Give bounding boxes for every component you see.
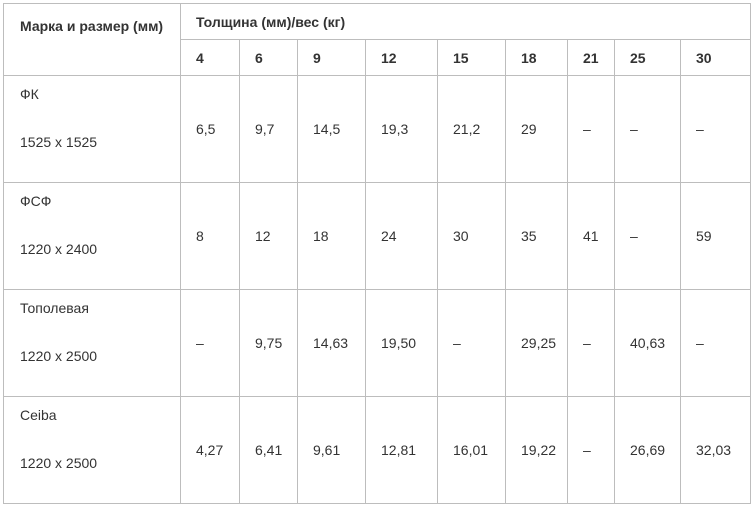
column-header: 4	[180, 39, 240, 76]
weight-cell: 24	[365, 182, 438, 290]
weight-cell: 41	[567, 182, 615, 290]
column-header: 25	[614, 39, 681, 76]
weight-cell: –	[437, 289, 506, 397]
column-header: 6	[239, 39, 298, 76]
table-row: ФК 1525 х 1525 6,5 9,7 14,5 19,3 21,2 29– – –	[3, 75, 752, 183]
weight-cell: 26,69	[614, 396, 681, 504]
weight-cell: 9,7	[239, 75, 298, 183]
weight-cell: 12,81	[365, 396, 438, 504]
brand-name: ФСФ	[20, 193, 52, 209]
weight-cell: 4,27	[180, 396, 240, 504]
weight-cell: 59	[679, 182, 752, 290]
weight-cell: 14,5	[297, 75, 366, 183]
weight-cell: –	[679, 289, 752, 397]
weight-cell: –	[567, 289, 615, 397]
weight-cell: 6,5	[180, 75, 240, 183]
weight-cell: –	[567, 75, 615, 183]
row-header: ФСФ 1220 х 2400	[3, 182, 181, 290]
sheet-size: 1220 х 2500	[20, 348, 98, 364]
corner-header: Марка и размер (мм)	[3, 3, 181, 76]
row-header: Тополевая 1220 х 2500	[3, 289, 181, 397]
weight-cell: –	[679, 75, 752, 183]
weight-cell: –	[614, 75, 681, 183]
weight-cell: 40,63	[614, 289, 681, 397]
weight-cell: 8	[180, 182, 240, 290]
column-header: 18	[505, 39, 568, 76]
weight-cell: 18	[297, 182, 366, 290]
weight-cell: 14,63	[297, 289, 366, 397]
sheet-size: 1220 х 2500	[20, 455, 98, 471]
weight-cell: 21,2	[437, 75, 506, 183]
weight-cell: 30	[437, 182, 506, 290]
column-header: 12	[365, 39, 438, 76]
sheet-size: 1220 х 2400	[20, 241, 98, 257]
weight-cell: –	[567, 396, 615, 504]
brand-name: Ceiba	[20, 407, 57, 423]
table-row: Ceiba 1220 х 2500 4,27 6,41 9,61 12,81 16,01 19…	[3, 396, 752, 504]
weight-cell: 9,75	[239, 289, 298, 397]
weight-cell: –	[180, 289, 240, 397]
table-row: Тополевая 1220 х 2500–9,75 14,63 19,50–29,2…	[3, 289, 752, 397]
brand-name: ФК	[20, 86, 39, 102]
weight-cell: 19,22	[505, 396, 568, 504]
weight-cell: 29,25	[505, 289, 568, 397]
weight-table: Марка и размер (мм) Толщина (мм)/вес (кг…	[3, 3, 752, 504]
weight-cell: 29	[505, 75, 568, 183]
weight-cell: 16,01	[437, 396, 506, 504]
column-header: 30	[679, 39, 752, 76]
brand-name: Тополевая	[20, 300, 89, 316]
weight-cell: 6,41	[239, 396, 298, 504]
weight-cell: 32,03	[679, 396, 752, 504]
weight-cell: 19,50	[365, 289, 438, 397]
table-row: ФСФ 1220 х 2400 8 12 18 24 30 35 41–59	[3, 182, 752, 290]
weight-cell: –	[614, 182, 681, 290]
sheet-size: 1525 х 1525	[20, 134, 98, 150]
weight-cell: 35	[505, 182, 568, 290]
weight-cell: 12	[239, 182, 298, 290]
column-header: 9	[297, 39, 366, 76]
group-header: Толщина (мм)/вес (кг)	[179, 3, 752, 40]
row-header: ФК 1525 х 1525	[3, 75, 181, 183]
column-header: 21	[567, 39, 615, 76]
weight-cell: 19,3	[365, 75, 438, 183]
column-header: 15	[437, 39, 506, 76]
row-header: Ceiba 1220 х 2500	[3, 396, 181, 504]
weight-cell: 9,61	[297, 396, 366, 504]
